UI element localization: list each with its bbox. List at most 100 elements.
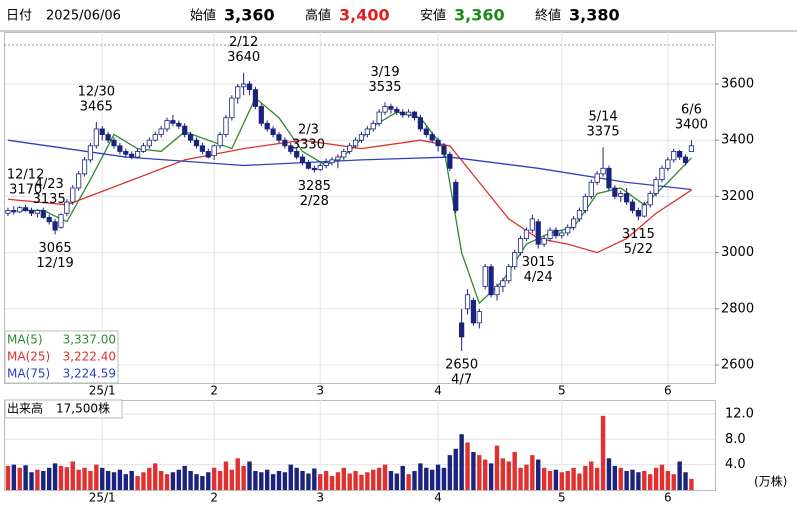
annotation-price: 2650 (445, 357, 478, 372)
candle-body (105, 134, 111, 141)
header-date-label: 日付 (6, 9, 32, 24)
volume-bar (64, 467, 70, 490)
candle-body (529, 218, 535, 231)
volume-bar (388, 470, 394, 490)
volume-bar (329, 476, 335, 490)
candle-body (311, 167, 317, 171)
candle-body (517, 238, 524, 254)
candle-body (682, 156, 689, 164)
candle-body (317, 165, 323, 171)
volume-bar (547, 470, 553, 490)
volume-bar (105, 470, 111, 490)
volume-bar (288, 464, 293, 490)
volume-tick-label: 4.0 (725, 457, 746, 472)
volume-bar (270, 474, 276, 490)
annotation-date: 2/3 (298, 122, 319, 137)
volume-bar (129, 470, 134, 490)
candle-body (382, 106, 388, 113)
volume-bar (612, 465, 618, 490)
volume-frame (4, 400, 716, 491)
candle-body (647, 193, 653, 206)
volume-bar (483, 459, 488, 490)
volume-bar (5, 465, 11, 490)
candle-body (352, 139, 359, 147)
volume-bar (412, 470, 417, 490)
volume-bar (636, 472, 641, 490)
candle-body (270, 128, 276, 135)
candle-body (335, 156, 341, 161)
candle-body (111, 139, 117, 147)
volume-bar (153, 463, 158, 490)
candle-body (376, 111, 382, 124)
volume-bar (235, 458, 240, 490)
volume-bar (211, 467, 217, 490)
candle-body (34, 210, 41, 214)
candle-body (76, 173, 82, 189)
candle-body (364, 128, 370, 135)
volume-bar (312, 468, 317, 490)
ma-line (7, 139, 692, 254)
volume-bar (453, 448, 458, 490)
volume-unit: (万株) (754, 474, 787, 489)
volume-bar (123, 474, 128, 490)
volume-bar (382, 464, 388, 490)
volume-bar (647, 474, 653, 490)
candle-body (264, 122, 270, 130)
candle-body (235, 86, 241, 99)
price-frame (4, 32, 716, 384)
candle-body (370, 122, 376, 130)
candle-body (176, 122, 182, 127)
volume-bar (671, 474, 676, 490)
candle-body (565, 226, 571, 234)
x-tick-label: 3 (316, 384, 324, 398)
legend-value: 3,222.40 (63, 350, 116, 364)
volume-bar (276, 470, 282, 490)
candle-body (129, 153, 135, 158)
header-field-label: 終値 (535, 8, 561, 24)
candle-body (299, 156, 306, 164)
candle-body (541, 238, 547, 245)
candle-body (117, 145, 123, 152)
candle-body (211, 145, 217, 157)
volume-bar (206, 472, 211, 490)
volume-bar (365, 472, 370, 490)
volume-bar (82, 467, 87, 490)
candle-body (164, 120, 170, 130)
annotation-price: 3640 (227, 50, 260, 65)
volume-bar (589, 461, 594, 490)
volume-bar (46, 467, 52, 490)
annotation-date: 4/24 (524, 270, 553, 285)
y-tick-label: 3200 (721, 189, 754, 204)
volume-bar (182, 465, 187, 490)
legend-value: 3,224.59 (63, 367, 116, 381)
y-tick-label: 3600 (721, 76, 754, 91)
candle-body (52, 221, 58, 231)
annotation-price: 3465 (80, 99, 113, 114)
candle-body (665, 159, 671, 169)
volume-bar (665, 470, 671, 490)
ma-line (7, 139, 692, 191)
volume-bar (624, 470, 629, 490)
y-tick-label: 3000 (721, 245, 754, 260)
header-date: 2025/06/06 (46, 9, 121, 24)
volume-bar (406, 474, 411, 490)
annotation-price: 3065 (39, 241, 72, 256)
volume-bar (524, 464, 529, 490)
volume-bar (41, 470, 46, 490)
volume-bar (70, 461, 75, 490)
volume-bar (659, 464, 665, 490)
volume-bar (323, 470, 329, 490)
volume-label-box (4, 399, 123, 419)
volume-bar (642, 470, 647, 490)
candle-body (229, 97, 235, 119)
volume-bar (424, 467, 429, 490)
candle-body (388, 106, 394, 110)
volume-bar (418, 463, 423, 490)
volume-bar (176, 469, 182, 490)
volume-bar (135, 476, 140, 490)
candle-body (671, 151, 677, 161)
volume-bar (459, 434, 464, 490)
candle-body (152, 134, 158, 141)
volume-bar (530, 455, 535, 490)
